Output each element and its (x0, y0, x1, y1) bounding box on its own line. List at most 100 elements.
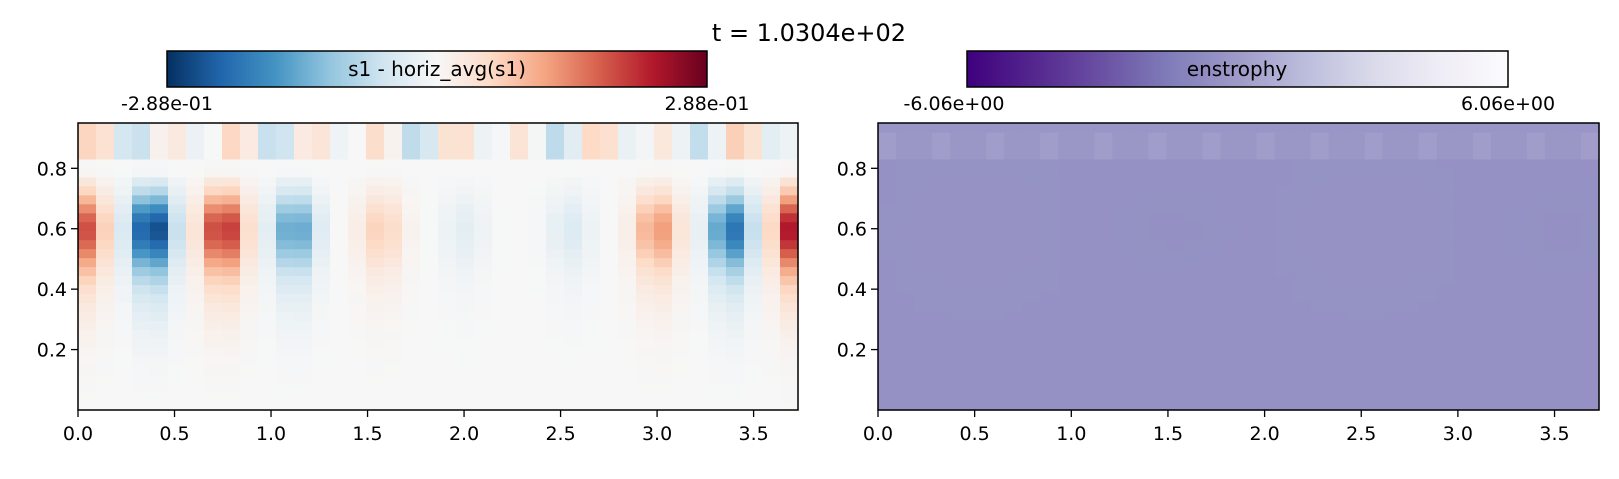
heatmap-cell (654, 194, 673, 205)
heatmap-cell (744, 383, 763, 393)
heatmap-cell (932, 365, 951, 375)
heatmap-cell (654, 131, 673, 142)
heatmap-cell (878, 176, 897, 187)
heatmap-cell (780, 239, 799, 250)
heatmap-cell (690, 401, 709, 411)
heatmap-cell (1238, 212, 1258, 223)
heatmap-cell (222, 158, 241, 169)
heatmap-cell (636, 212, 655, 223)
heatmap-cell (1292, 356, 1312, 366)
heatmap-cell (1508, 185, 1528, 196)
heatmap-cell (582, 158, 601, 169)
heatmap-cell (1382, 275, 1402, 286)
heatmap-cell (896, 392, 915, 402)
heatmap-cell (1292, 329, 1312, 339)
heatmap-cell (510, 320, 529, 330)
heatmap-cell (1328, 158, 1348, 169)
heatmap-cell (1400, 149, 1420, 160)
heatmap-cell (726, 284, 745, 295)
heatmap-cell (168, 123, 187, 133)
heatmap-cell (744, 257, 763, 268)
heatmap-cell (744, 266, 763, 277)
heatmap-cell (384, 239, 403, 250)
heatmap-cell (528, 257, 547, 268)
heatmap-cell (1562, 275, 1582, 286)
heatmap-cell (1436, 356, 1456, 366)
heatmap-cell (492, 131, 511, 142)
heatmap-cell (546, 275, 565, 286)
heatmap-cell (168, 401, 187, 411)
heatmap-cell (564, 248, 583, 259)
heatmap-cell (582, 239, 601, 250)
heatmap-cell (726, 374, 745, 384)
heatmap-cell (420, 338, 439, 348)
heatmap-cell (1184, 194, 1204, 205)
heatmap-cell (636, 158, 655, 169)
heatmap-cell (1256, 293, 1276, 303)
heatmap-cell (528, 275, 547, 286)
heatmap-cell (438, 158, 457, 169)
heatmap-cell (1022, 248, 1041, 259)
heatmap-cell (1256, 338, 1276, 348)
heatmap-cell (1238, 194, 1258, 205)
heatmap-cell (1022, 123, 1041, 133)
heatmap-cell (528, 302, 547, 312)
heatmap-cell (1490, 149, 1510, 160)
heatmap-cell (294, 212, 313, 223)
heatmap-cell (1040, 347, 1059, 357)
heatmap-cell (312, 365, 331, 375)
heatmap-cell (1130, 221, 1149, 232)
heatmap-cell (1130, 365, 1149, 375)
heatmap-cell (1562, 347, 1582, 357)
heatmap-cell (366, 284, 385, 295)
heatmap-cell (132, 140, 151, 151)
heatmap-cell (1310, 329, 1330, 339)
heatmap-cell (1454, 320, 1474, 330)
heatmap-cell (690, 221, 709, 232)
heatmap-cell (1346, 374, 1366, 384)
heatmap-cell (1274, 356, 1294, 366)
heatmap-cell (1544, 401, 1564, 411)
heatmap-cell (1472, 284, 1492, 295)
heatmap-cell (168, 374, 187, 384)
heatmap-cell (654, 266, 673, 277)
heatmap-cell (312, 392, 331, 402)
heatmap-cell (474, 185, 493, 196)
heatmap-cell (330, 248, 349, 259)
heatmap-cell (492, 149, 511, 160)
heatmap-cell (1526, 194, 1546, 205)
heatmap-cell (456, 338, 475, 348)
heatmap-cell (1184, 149, 1204, 160)
heatmap-cell (1004, 284, 1023, 295)
heatmap-cell (1166, 167, 1186, 178)
heatmap-cell (744, 311, 763, 321)
heatmap-cell (1022, 356, 1041, 366)
heatmap-cell (618, 176, 637, 187)
heatmap-cell (1148, 131, 1168, 142)
heatmap-cell (708, 239, 727, 250)
heatmap-cell (1256, 158, 1276, 169)
heatmap-cell (1058, 140, 1077, 151)
y-tick-label: 0.8 (837, 158, 867, 180)
heatmap-cell (546, 347, 565, 357)
heatmap-cell (276, 158, 295, 169)
heatmap-cell (186, 401, 205, 411)
heatmap-cell (564, 167, 583, 178)
heatmap-cell (1490, 401, 1510, 411)
heatmap-cell (1328, 149, 1348, 160)
heatmap-cell (294, 158, 313, 169)
axes-enstrophy-xticks: 0.0 0.5 1.0 1.5 2.0 2.5 3.0 3.5 (863, 410, 1570, 445)
heatmap-cell (348, 239, 367, 250)
heatmap-cell (384, 212, 403, 223)
heatmap-cell (1202, 221, 1222, 232)
heatmap-cell (1220, 284, 1240, 295)
heatmap-cell (222, 284, 241, 295)
heatmap-cell (546, 158, 565, 169)
heatmap-cell (294, 284, 313, 295)
heatmap-cell (1004, 293, 1023, 303)
heatmap-cell (932, 266, 951, 277)
heatmap-cell (384, 383, 403, 393)
heatmap-cell (1526, 392, 1546, 402)
heatmap-cell (1292, 203, 1312, 214)
heatmap-cell (240, 131, 259, 142)
